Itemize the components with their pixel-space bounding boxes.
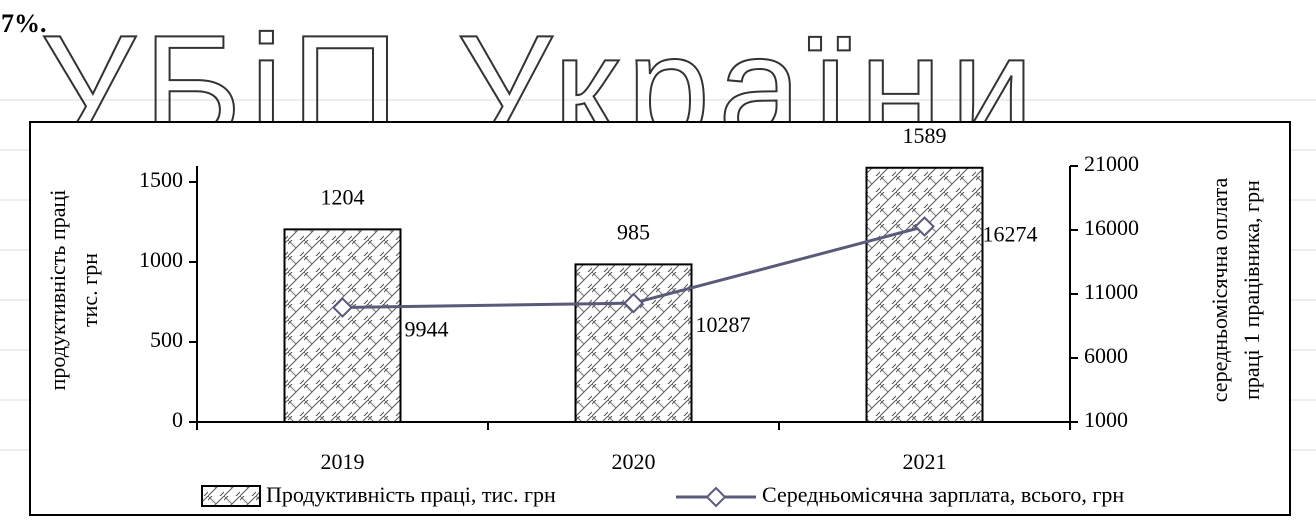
y2-axis-label: праці 1 працівника, грн xyxy=(1239,180,1264,400)
y-tick-label: 500 xyxy=(150,327,183,352)
line-value-label: 16274 xyxy=(983,222,1038,247)
y-axis-label: тис. грн xyxy=(77,253,102,327)
line-value-label: 10287 xyxy=(696,312,751,337)
y-tick-label: 0 xyxy=(172,407,183,432)
legend-label: Середньомісячна зарплата, всього, грн xyxy=(762,482,1124,507)
legend-label: Продуктивність праці, тис. грн xyxy=(266,482,556,507)
line-marker xyxy=(914,216,935,237)
bar xyxy=(283,228,402,423)
line-marker xyxy=(623,292,644,314)
y-tick-label: 1500 xyxy=(139,167,183,192)
bar xyxy=(574,263,693,423)
y2-axis-label: середньомісячна оплата xyxy=(1207,178,1232,403)
note: 7%. xyxy=(1,9,47,38)
x-tick-label: 2019 xyxy=(321,449,365,474)
y-axis-label: продуктивність праці xyxy=(45,190,70,391)
y2-tick-label: 11000 xyxy=(1084,279,1138,304)
bar-value-label: 1204 xyxy=(321,184,365,209)
bar-value-label: 1589 xyxy=(903,123,947,148)
x-tick-label: 2020 xyxy=(612,449,656,474)
y-tick-label: 1000 xyxy=(139,247,183,272)
y2-tick-label: 16000 xyxy=(1084,215,1139,240)
x-tick-label: 2021 xyxy=(903,449,947,474)
y2-tick-label: 21000 xyxy=(1084,151,1139,176)
bar-value-label: 985 xyxy=(617,219,650,244)
legend-marker xyxy=(705,486,727,508)
y2-tick-label: 1000 xyxy=(1084,407,1128,432)
legend-swatch xyxy=(201,485,261,507)
bar xyxy=(865,166,984,423)
line-value-label: 9944 xyxy=(405,317,449,342)
y2-tick-label: 6000 xyxy=(1084,343,1128,368)
line-marker xyxy=(332,297,353,318)
